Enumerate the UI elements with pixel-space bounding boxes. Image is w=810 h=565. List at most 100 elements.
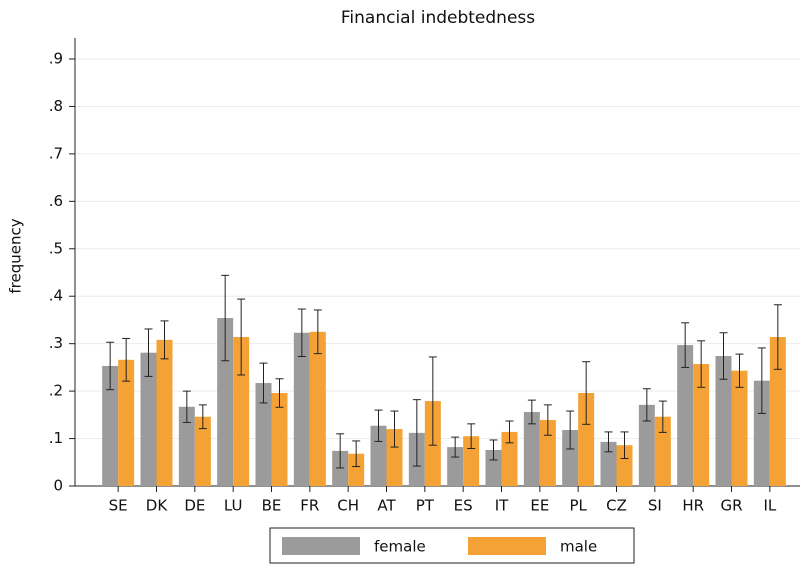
error-bar (681, 322, 690, 368)
error-bar (505, 420, 514, 444)
bar (194, 416, 211, 486)
x-tick-label: AT (377, 497, 396, 515)
bar (769, 337, 786, 486)
x-tick-label: FR (300, 497, 319, 515)
legend-box (269, 527, 635, 564)
bar (693, 364, 710, 486)
x-tick-label: DK (146, 497, 169, 515)
x-tick-label: DE (184, 497, 205, 515)
error-bar (374, 409, 383, 442)
y-tick-label: .1 (49, 429, 63, 447)
bar (233, 337, 250, 486)
error-bar (543, 404, 552, 436)
error-bar (428, 356, 437, 446)
y-tick-label: .8 (49, 97, 63, 115)
error-bar (160, 320, 169, 360)
error-bar (297, 308, 306, 357)
bar (156, 339, 173, 486)
bar (616, 445, 633, 486)
x-tick-label: CZ (606, 497, 627, 515)
error-bar (259, 362, 268, 404)
bar (255, 383, 272, 486)
error-bar (144, 328, 153, 377)
x-tick-label: BE (262, 497, 282, 515)
x-tick-label: IT (495, 497, 509, 515)
bar (654, 416, 671, 486)
error-bar (604, 431, 613, 453)
x-tick-label: CH (337, 497, 359, 515)
bar (638, 404, 655, 486)
error-bar (773, 304, 782, 370)
x-tick-label: IL (763, 497, 776, 515)
bar (715, 356, 732, 486)
y-tick-label: .3 (49, 334, 63, 352)
error-bar (182, 390, 191, 423)
error-bar (566, 410, 575, 450)
x-tick-label: HR (682, 497, 704, 515)
error-bar (582, 361, 591, 425)
x-tick-label: SI (648, 497, 662, 515)
error-bar (122, 337, 131, 382)
error-bar (275, 378, 284, 408)
error-bar (237, 298, 246, 376)
error-bar (106, 341, 115, 391)
error-bar (221, 274, 230, 362)
x-tick-label: LU (224, 497, 243, 515)
y-tick-label: .6 (49, 192, 63, 210)
y-tick-label: .5 (49, 239, 63, 257)
bar (370, 425, 387, 486)
x-tick-label: PT (416, 497, 435, 515)
error-bar (412, 399, 421, 467)
bar (600, 441, 617, 486)
bar (578, 393, 595, 486)
bar (348, 453, 365, 486)
error-bar (489, 439, 498, 461)
y-tick-label: .7 (49, 144, 63, 162)
bar (485, 449, 502, 486)
x-tick-label: GR (720, 497, 742, 515)
bar (271, 393, 288, 486)
bar (539, 420, 556, 486)
y-axis-label: frequency (7, 218, 25, 293)
error-bar (336, 433, 345, 469)
y-tick-label: 0 (53, 477, 63, 495)
bar (217, 318, 234, 486)
legend-label: male (560, 538, 597, 556)
legend-swatch (468, 537, 546, 555)
bar (677, 345, 694, 486)
legend-label: female (374, 538, 426, 556)
error-bar (390, 410, 399, 448)
bar (140, 352, 157, 486)
error-bar (719, 332, 728, 380)
bar (118, 359, 135, 486)
error-bar (467, 423, 476, 450)
error-bar (658, 400, 667, 433)
error-bar (620, 431, 629, 459)
bar (523, 411, 540, 486)
error-bar (642, 388, 651, 422)
bar (501, 431, 518, 486)
y-tick-label: .9 (49, 50, 63, 68)
x-tick-label: PL (569, 497, 587, 515)
error-bar (735, 353, 744, 388)
bar (562, 430, 579, 486)
error-bar (697, 340, 706, 388)
error-bar (352, 440, 361, 468)
error-bar (198, 404, 207, 430)
x-tick-label: EE (530, 497, 549, 515)
error-bar (451, 436, 460, 458)
y-tick-label: .4 (49, 287, 63, 305)
bar (753, 380, 770, 486)
x-tick-label: SE (109, 497, 128, 515)
error-bar (313, 309, 322, 355)
error-bar (757, 347, 766, 414)
bar (293, 332, 310, 486)
bar (102, 365, 119, 486)
y-tick-label: .2 (49, 382, 63, 400)
bar (178, 406, 195, 486)
error-bar (527, 399, 536, 425)
x-tick-label: ES (454, 497, 473, 515)
chart-title: Financial indebtedness (341, 8, 535, 28)
bar (386, 429, 403, 486)
